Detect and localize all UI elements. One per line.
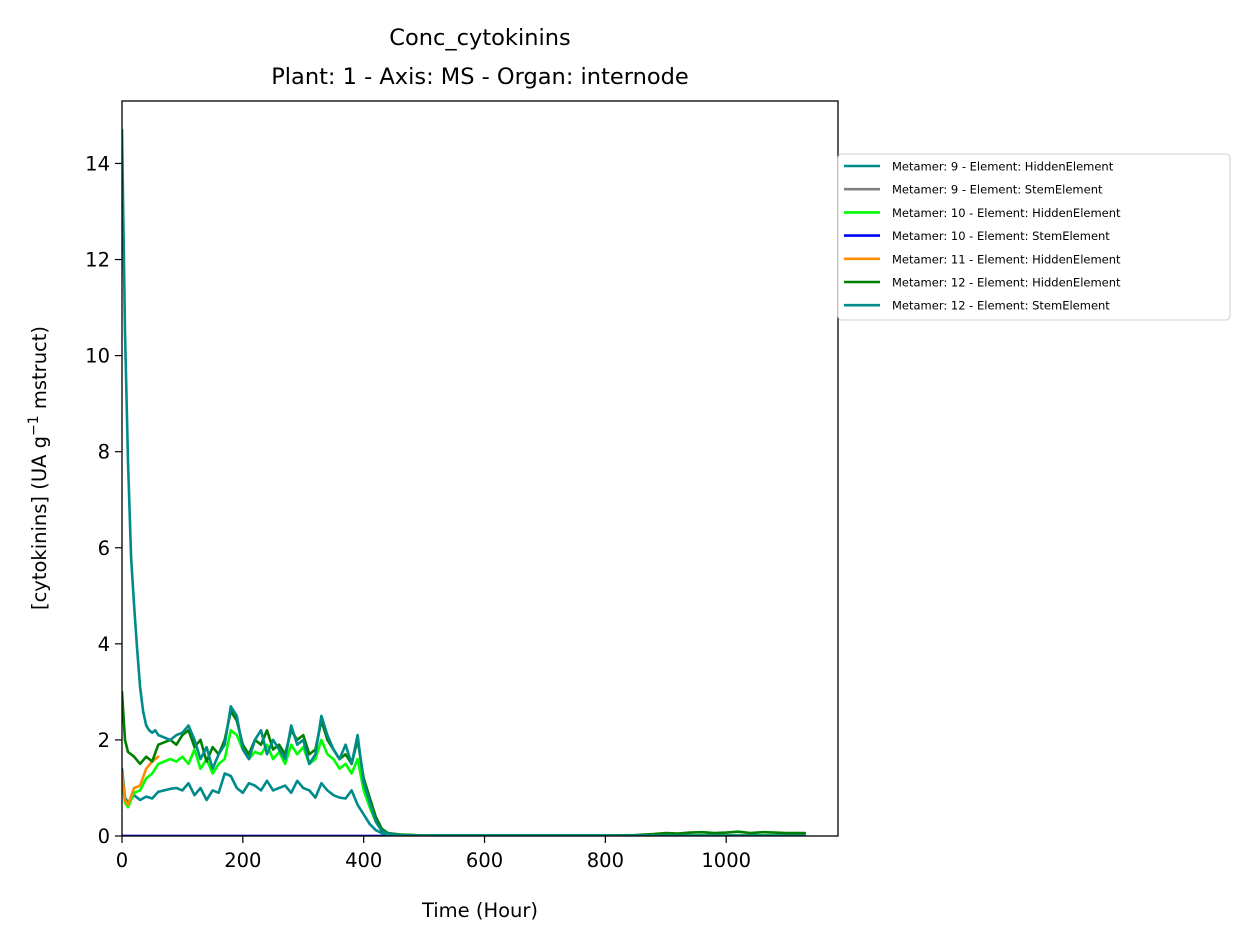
- legend-entry: Metamer: 11 - Element: HiddenElement: [892, 252, 1121, 266]
- y-tick-label: 4: [98, 633, 110, 656]
- y-tick-label: 0: [98, 825, 110, 848]
- y-axis-label: [cytokinins] (UA g−1 mstruct): [26, 326, 51, 610]
- legend-entry: Metamer: 9 - Element: HiddenElement: [892, 160, 1114, 174]
- legend-entry: Metamer: 10 - Element: HiddenElement: [892, 206, 1121, 220]
- series-line-5: [122, 690, 807, 836]
- chart-title: Conc_cytokinins: [389, 25, 570, 51]
- x-tick-label: 200: [224, 849, 261, 872]
- x-axis-label: Time (Hour): [421, 899, 538, 922]
- ticks-layer: 0 200 400 600 800 1000 0 2 4 6 8 10 12 14: [85, 152, 751, 872]
- y-tick-label: 10: [85, 345, 110, 368]
- y-tick-label: 8: [98, 441, 110, 464]
- x-tick-label: 1000: [701, 849, 751, 872]
- series-line-0: [122, 767, 807, 836]
- x-tick-label: 0: [116, 849, 128, 872]
- series-line-6: [122, 128, 807, 836]
- y-tick-label: 14: [85, 152, 110, 175]
- series-layer: [122, 128, 807, 836]
- x-tick-label: 400: [345, 849, 382, 872]
- legend-frame: [837, 153, 1231, 321]
- legend-entry: Metamer: 10 - Element: StemElement: [892, 229, 1110, 243]
- x-tick-label: 800: [587, 849, 624, 872]
- chart-subtitle: Plant: 1 - Axis: MS - Organ: internode: [271, 64, 689, 90]
- plot-frame: [121, 100, 839, 837]
- legend-entry: Metamer: 12 - Element: HiddenElement: [892, 276, 1121, 290]
- legend: Metamer: 9 - Element: HiddenElement Metam…: [837, 153, 1231, 321]
- legend-entry: Metamer: 9 - Element: StemElement: [892, 183, 1103, 197]
- legend-entry: Metamer: 12 - Element: StemElement: [892, 299, 1110, 313]
- series-line-4: [122, 755, 160, 807]
- y-tick-label: 12: [85, 249, 110, 272]
- x-tick-label: 600: [466, 849, 503, 872]
- y-tick-label: 6: [98, 537, 110, 560]
- y-tick-label: 2: [98, 729, 110, 752]
